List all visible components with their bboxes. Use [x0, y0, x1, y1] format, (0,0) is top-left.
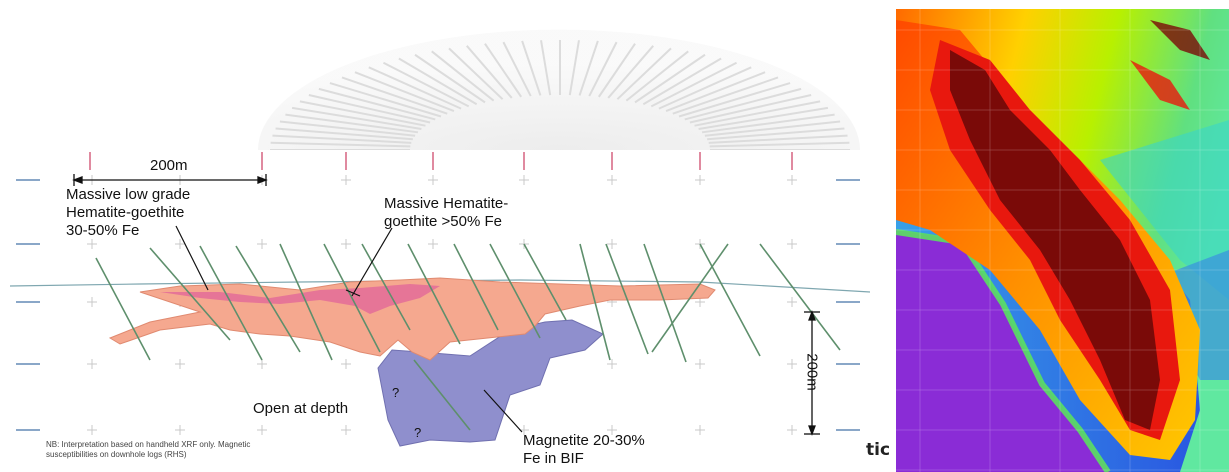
- fan-ray: [704, 120, 841, 137]
- drill-trace: [95, 257, 151, 361]
- fan-ray: [329, 82, 442, 118]
- drill-trace: [699, 243, 761, 357]
- drill-trace: [323, 243, 381, 353]
- fan-ray: [578, 40, 599, 96]
- map-darkred-core: [950, 50, 1160, 430]
- fan-ray: [383, 61, 470, 108]
- drill-trace: [279, 243, 333, 361]
- fan-ray: [291, 106, 422, 130]
- footnote-line-2: susceptibilities on downhole logs (RHS): [46, 450, 187, 459]
- drill-trace: [605, 243, 649, 355]
- drill-trace: [453, 243, 499, 331]
- grid-marks: [87, 175, 797, 435]
- drill-trace: [413, 359, 471, 431]
- fan-ray: [607, 45, 654, 99]
- drill-trace: [651, 243, 729, 353]
- vertical-scale-label: 200m: [803, 353, 821, 391]
- fan-ray: [341, 76, 448, 115]
- fan-ray: [672, 76, 779, 115]
- vertical-scale-bar: [804, 310, 820, 436]
- low-grade-label-1: Massive low grade: [66, 186, 191, 203]
- fan-ray: [368, 66, 462, 110]
- fan-ray: [270, 141, 411, 148]
- fan-ray: [678, 82, 791, 118]
- fan-ray: [275, 127, 413, 141]
- high-grade-lens: [160, 284, 440, 314]
- fan-ray: [701, 113, 835, 134]
- fan-ray: [588, 41, 618, 97]
- fan-ray: [484, 43, 523, 98]
- fan-ray: [502, 41, 532, 97]
- fan-ray: [414, 53, 486, 104]
- fan-ray: [698, 106, 829, 130]
- fan-ray: [299, 100, 426, 127]
- magnetite-label-1: Magnetite 20-30%: [523, 432, 645, 449]
- fan-ray: [665, 71, 766, 113]
- fan-ray: [308, 94, 431, 124]
- map-high-zone: [896, 9, 1229, 472]
- question-mark-upper: ?: [392, 385, 400, 400]
- fan-ray: [650, 61, 737, 108]
- fan-ray: [658, 66, 752, 110]
- drill-trace: [489, 243, 541, 339]
- fan-ray: [625, 50, 689, 102]
- fan-ray: [448, 47, 504, 100]
- open-at-depth-label: Open at depth: [253, 400, 349, 417]
- magnetite-label-2: Fe in BIF: [523, 450, 584, 467]
- low-grade-label-2: Hematite-goethite: [66, 204, 185, 221]
- drill-trace: [407, 243, 461, 345]
- drill-holes: [95, 243, 841, 431]
- fan-ray: [466, 45, 513, 99]
- fan-ray: [634, 53, 706, 104]
- fan-ray: [279, 120, 416, 137]
- fan-ray: [318, 87, 436, 121]
- horizontal-scale-bar: [72, 174, 268, 186]
- easting-ticks: [89, 152, 793, 170]
- fan-ray: [684, 87, 802, 121]
- caption-fragment: tic: [866, 440, 891, 460]
- cross-section: [9, 150, 871, 470]
- fan-ray: [689, 94, 812, 124]
- drill-trace: [235, 245, 301, 353]
- map-low-zone: [896, 230, 1110, 472]
- drill-trace: [523, 243, 567, 321]
- magnetic-map: [896, 9, 1229, 472]
- background-fan: [258, 29, 860, 151]
- fan-ray: [708, 134, 848, 144]
- footnote-line-1: NB: Interpretation based on handheld XRF…: [46, 440, 251, 449]
- low-grade-label-3: 30-50% Fe: [66, 222, 140, 239]
- question-mark-lower: ?: [414, 425, 422, 440]
- fan-ray: [597, 43, 636, 98]
- drill-trace: [643, 243, 687, 363]
- fan-ray: [354, 71, 455, 113]
- leader-lines: [175, 225, 523, 433]
- drill-trace: [199, 245, 263, 361]
- drill-trace: [361, 243, 411, 331]
- fan-ray: [540, 40, 552, 96]
- fan-ray: [398, 57, 478, 106]
- fan-ray: [521, 40, 542, 96]
- drill-trace: [579, 243, 611, 361]
- magnetite-body: [377, 319, 604, 447]
- fan-ray: [642, 57, 722, 106]
- drill-trace: [149, 247, 231, 341]
- fan-ray: [616, 47, 672, 100]
- horizontal-scale-label: 200m: [150, 157, 188, 174]
- fan-ray: [568, 40, 580, 96]
- fan-ray: [707, 127, 845, 141]
- fan-ray: [285, 113, 419, 134]
- fan-ray: [694, 100, 821, 127]
- fan-ray: [709, 141, 850, 148]
- fan-ray: [431, 50, 495, 102]
- fan-ray: [272, 134, 412, 144]
- elevation-labels: [16, 179, 860, 431]
- hematite-label-1: Massive Hematite-: [384, 195, 509, 212]
- drill-trace: [759, 243, 841, 351]
- hematite-label-2: goethite >50% Fe: [384, 213, 503, 230]
